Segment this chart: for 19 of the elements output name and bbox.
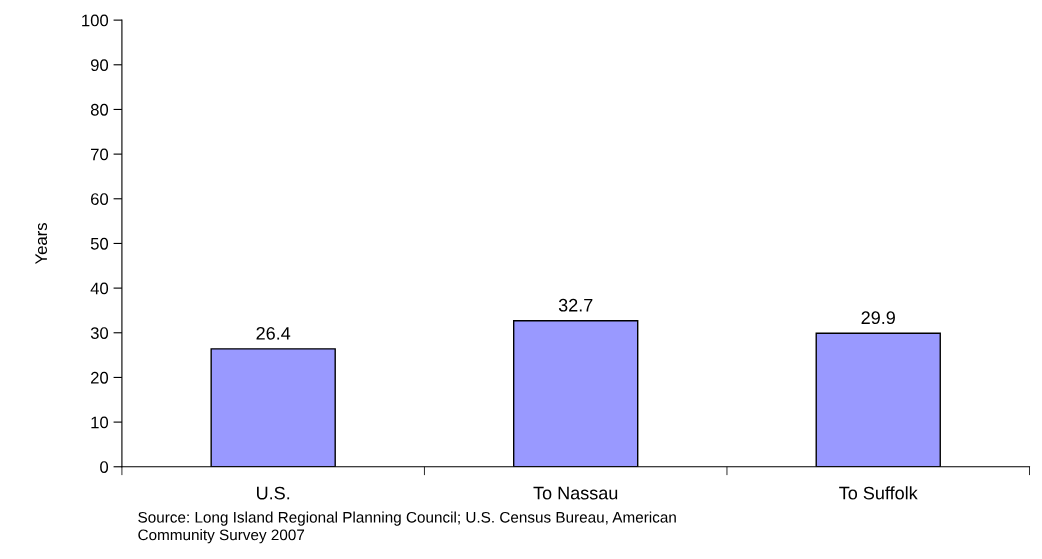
x-tick-label: To Suffolk <box>839 486 918 500</box>
y-tick-label: 20 <box>91 371 109 384</box>
y-tick-label: 10 <box>91 416 109 429</box>
y-tick-label: 70 <box>91 148 109 161</box>
x-tick-label: To Nassau <box>533 486 618 500</box>
data-label: 29.9 <box>861 311 895 325</box>
y-tick-label: 100 <box>82 14 109 27</box>
y-tick-label: 80 <box>90 103 109 116</box>
data-label: 32.7 <box>558 298 593 312</box>
y-tick-label: 30 <box>90 327 109 339</box>
y-tick-label: 40 <box>90 282 109 295</box>
y-tick-label: 60 <box>91 193 109 205</box>
y-tick-label: 90 <box>90 59 109 71</box>
y-tick-label: 0 <box>100 461 109 473</box>
y-tick-label: 50 <box>90 237 109 250</box>
source-note: Source: Long Island Regional Planning Council; U.S. Census Bureau, American Community Survey 2007 <box>138 511 676 544</box>
y-axis-title: Years <box>35 223 48 265</box>
data-label: 26.4 <box>256 326 291 340</box>
x-tick-label: U.S. <box>257 486 290 500</box>
